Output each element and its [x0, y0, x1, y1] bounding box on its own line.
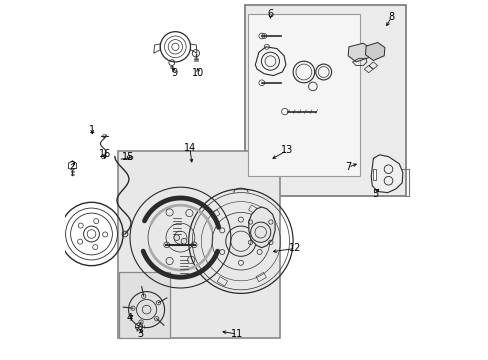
Text: 3: 3 — [138, 329, 143, 339]
Text: 7: 7 — [345, 162, 350, 172]
Text: 1: 1 — [89, 125, 95, 135]
Polygon shape — [347, 43, 370, 62]
Text: 16: 16 — [99, 149, 111, 159]
Text: 4: 4 — [126, 312, 132, 323]
Circle shape — [174, 235, 179, 240]
Bar — [248, 205, 258, 214]
Polygon shape — [248, 207, 275, 248]
Bar — [244, 5, 406, 196]
Bar — [247, 14, 359, 176]
Bar — [372, 169, 375, 180]
Text: 12: 12 — [289, 243, 301, 253]
Text: 13: 13 — [280, 145, 292, 156]
Bar — [118, 151, 280, 338]
Text: 15: 15 — [122, 152, 135, 162]
Text: 6: 6 — [267, 9, 273, 19]
Polygon shape — [365, 42, 384, 60]
Bar — [217, 277, 227, 286]
Text: 8: 8 — [387, 12, 394, 22]
Text: 2: 2 — [69, 161, 75, 171]
Bar — [209, 210, 220, 219]
Bar — [256, 273, 266, 282]
Bar — [119, 272, 169, 338]
Circle shape — [181, 238, 186, 244]
Text: 10: 10 — [192, 68, 204, 78]
Polygon shape — [370, 155, 402, 193]
Text: 5: 5 — [371, 189, 377, 199]
Text: 14: 14 — [183, 143, 196, 153]
Text: 9: 9 — [170, 68, 177, 78]
Text: 11: 11 — [231, 329, 243, 339]
